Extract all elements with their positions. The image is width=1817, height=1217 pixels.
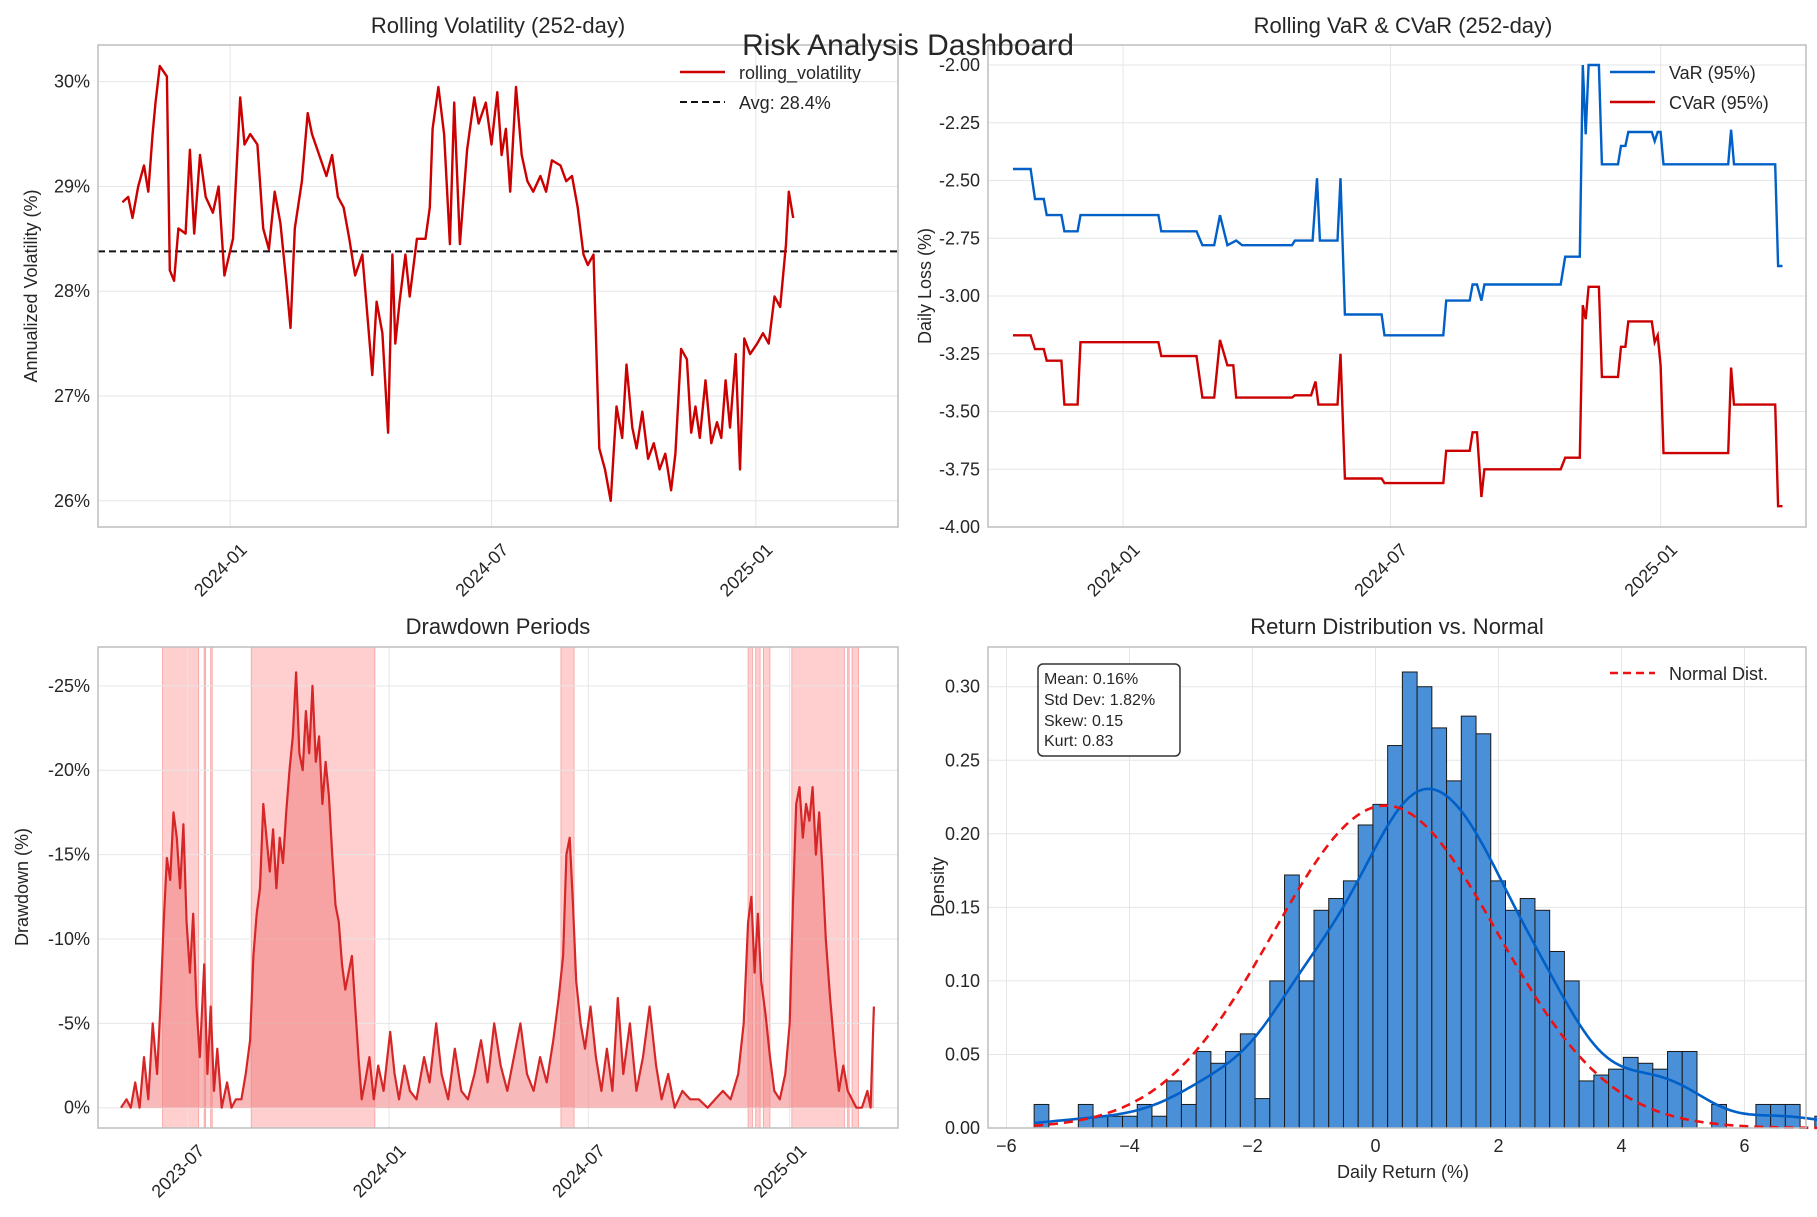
histogram-bar-39 <box>1608 1068 1624 1129</box>
distribution-y-tick-label-4: 0.20 <box>945 824 980 844</box>
distribution-y-tick-label-3: 0.15 <box>945 897 980 917</box>
dashboard-title: Risk Analysis Dashboard <box>742 29 1074 62</box>
var-cvar-legend: VaR (95%) CVaR (95%) <box>1610 63 1769 113</box>
histogram-bar-31 <box>1490 880 1506 1129</box>
volatility-y-tick-label-2: 28% <box>54 281 90 301</box>
distribution-x-tick-label-5: 4 <box>1616 1136 1626 1156</box>
drawdown-y-tick-label-4: -20% <box>48 760 90 780</box>
distribution-y-tick-label-6: 0.30 <box>945 677 980 697</box>
return-distribution-title: Return Distribution vs. Normal <box>1250 614 1543 639</box>
histogram-bar-37 <box>1578 1080 1595 1129</box>
var-cvar-y-tick-label-0: -4.00 <box>939 517 980 537</box>
histogram-bar-21 <box>1342 880 1359 1129</box>
volatility-y-tick-label-4: 30% <box>54 72 90 92</box>
var-line <box>1013 63 1783 337</box>
distribution-x-tick-label-6: 6 <box>1739 1136 1749 1156</box>
drawdown-area <box>121 672 874 1108</box>
stat-mean: Mean: 0.16% <box>1044 671 1138 688</box>
kde-curve <box>1033 787 1817 1125</box>
stat-skew: Skew: 0.15 <box>1044 713 1123 730</box>
return-distribution-y-axis-label: Density <box>928 857 948 917</box>
histogram-bar-15 <box>1254 1098 1271 1129</box>
histogram-bar-9 <box>1166 1080 1182 1129</box>
volatility-title: Rolling Volatility (252-day) <box>371 13 625 38</box>
distribution-legend: Normal Dist. <box>1610 664 1768 684</box>
histogram-bar-32 <box>1504 909 1521 1129</box>
distribution-x-tick-label-1: −4 <box>1119 1136 1140 1156</box>
histogram-bar-8 <box>1151 1115 1168 1129</box>
histogram-bar-6 <box>1122 1115 1138 1129</box>
histogram-bar-5 <box>1107 1115 1124 1129</box>
drawdown-line <box>120 671 875 1109</box>
var-cvar-y-tick-label-1: -3.75 <box>939 459 980 479</box>
drawdown-y-tick-label-3: -15% <box>48 845 90 865</box>
volatility-y-tick-label-3: 29% <box>54 176 90 196</box>
distribution-x-tick-label-4: 2 <box>1493 1136 1503 1156</box>
legend-label-normal: Normal Dist. <box>1669 664 1768 684</box>
var-cvar-y-tick-label-4: -3.00 <box>939 286 980 306</box>
histogram-bar-30 <box>1475 733 1492 1129</box>
return-distribution-chart: Return Distribution vs. Normal Density D… <box>928 614 1817 1182</box>
var-cvar-y-tick-label-5: -2.75 <box>939 228 980 248</box>
var-cvar-y-tick-label-3: -3.25 <box>939 344 980 364</box>
volatility-legend: rolling_volatility Avg: 28.4% <box>680 63 861 113</box>
histogram-bar-3 <box>1077 1103 1094 1129</box>
legend-label-average: Avg: 28.4% <box>739 93 831 113</box>
histogram-bar-53 <box>1814 1115 1817 1129</box>
drawdown-title: Drawdown Periods <box>406 614 591 639</box>
rolling-volatility-line <box>121 64 795 502</box>
distribution-y-tick-label-2: 0.10 <box>945 971 980 991</box>
distribution-x-tick-label-2: −2 <box>1242 1136 1263 1156</box>
distribution-x-tick-label-0: −6 <box>996 1136 1017 1156</box>
distribution-y-tick-label-5: 0.25 <box>945 750 980 770</box>
histogram-bar-34 <box>1534 909 1551 1129</box>
return-distribution-x-axis-label: Daily Return (%) <box>1337 1162 1469 1182</box>
histogram-bar-27 <box>1431 727 1448 1129</box>
var-cvar-y-tick-label-8: -2.00 <box>939 55 980 75</box>
histogram-bar-28 <box>1446 780 1462 1129</box>
distribution-y-tick-label-1: 0.05 <box>945 1044 980 1064</box>
legend-label-var: VaR (95%) <box>1669 63 1756 83</box>
histogram-bar-29 <box>1460 715 1477 1129</box>
stats-box: Mean: 0.16% Std Dev: 1.82% Skew: 0.15 Ku… <box>1037 663 1181 757</box>
stat-kurt: Kurt: 0.83 <box>1044 733 1113 750</box>
var-cvar-y-axis-label: Daily Loss (%) <box>915 228 935 344</box>
histogram-bar-10 <box>1180 1103 1197 1129</box>
drawdown-y-tick-label-2: -10% <box>48 929 90 949</box>
drawdown-y-tick-label-1: -5% <box>58 1013 90 1033</box>
histogram-bar-24 <box>1387 745 1403 1129</box>
var-cvar-y-tick-label-2: -3.50 <box>939 402 980 422</box>
histogram-bar-18 <box>1298 980 1315 1129</box>
histogram-bar-23 <box>1372 803 1389 1129</box>
cvar-line <box>1013 285 1783 508</box>
legend-label-cvar: CVaR (95%) <box>1669 93 1769 113</box>
var-cvar-y-tick-label-7: -2.25 <box>939 113 980 133</box>
legend-label-rolling-volatility: rolling_volatility <box>739 63 861 84</box>
histogram-bar-26 <box>1416 686 1433 1129</box>
var-cvar-title: Rolling VaR & CVaR (252-day) <box>1254 13 1553 38</box>
drawdown-period-band-9 <box>847 646 850 1129</box>
histogram-bar-17 <box>1284 874 1300 1129</box>
histogram-bar-14 <box>1239 1033 1256 1129</box>
histogram-bar-22 <box>1357 824 1374 1129</box>
drawdown-y-tick-label-0: 0% <box>64 1098 90 1118</box>
volatility-y-tick-label-1: 27% <box>54 386 90 406</box>
volatility-y-tick-label-0: 26% <box>54 491 90 511</box>
distribution-x-tick-label-3: 0 <box>1370 1136 1380 1156</box>
histogram-bar-16 <box>1269 980 1286 1129</box>
drawdown-y-axis-label: Drawdown (%) <box>12 828 32 946</box>
distribution-y-tick-label-0: 0.00 <box>945 1118 980 1138</box>
histogram-bar-25 <box>1401 671 1418 1129</box>
histogram-bar-20 <box>1328 898 1344 1129</box>
var-cvar-y-tick-label-6: -2.50 <box>939 171 980 191</box>
stat-std-dev: Std Dev: 1.82% <box>1044 692 1155 709</box>
volatility-y-axis-label: Annualized Volatility (%) <box>21 189 41 382</box>
drawdown-y-tick-label-5: -25% <box>48 676 90 696</box>
drawdown-period-band-10 <box>851 646 860 1129</box>
histogram-bar-11 <box>1195 1051 1212 1129</box>
